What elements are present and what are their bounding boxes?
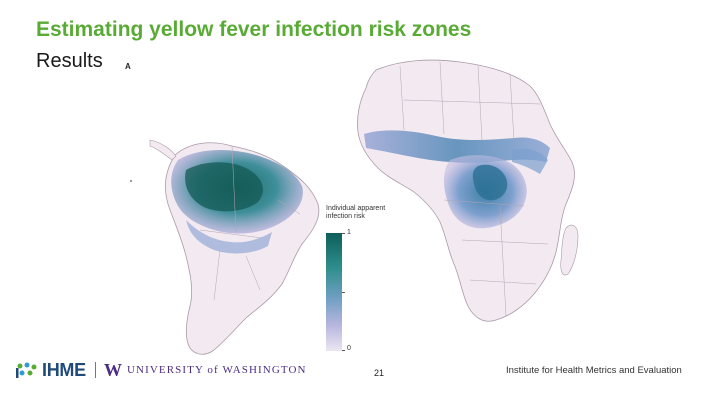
legend-tick-mid: [342, 292, 345, 293]
madagascar-island: [560, 224, 579, 276]
panel-label: A: [125, 62, 131, 71]
institute-name: Institute for Health Metrics and Evaluat…: [506, 365, 682, 376]
risk-legend: Individual apparent infection risk 1 0: [326, 205, 416, 355]
east-africa-risk: [512, 148, 548, 174]
legend-tick-min: [342, 350, 345, 351]
ihme-logo-text: IHME: [42, 360, 86, 380]
ihme-logo-icon: [16, 362, 37, 378]
legend-title-line1: Individual apparent: [326, 205, 386, 212]
uw-logo-text: UNIVERSITY of WASHINGTON: [127, 364, 307, 376]
africa-region: [357, 59, 579, 322]
south-america-borders: [199, 145, 301, 301]
legend-tick-max: [342, 233, 345, 234]
slide-subtitle: Results: [36, 50, 103, 72]
page-number: 21: [374, 368, 385, 378]
legend-title-line2: infection risk: [326, 213, 365, 220]
slide-footer: IHME W UNIVERSITY of WASHINGTON 21 Insti…: [0, 360, 720, 382]
legend-title: Individual apparent infection risk: [326, 205, 416, 221]
congo-core-risk: [472, 164, 508, 201]
slide-title: Estimating yellow fever infection risk z…: [36, 18, 472, 41]
amazon-core-risk: [185, 162, 263, 212]
sahel-risk-band: [364, 130, 550, 163]
legend-color-scale: [326, 233, 342, 351]
footer-divider: [95, 362, 96, 378]
south-america-region: [129, 142, 320, 355]
legend-min-label: 0: [347, 345, 351, 352]
uw-logo-icon: W: [104, 360, 122, 380]
galapagos-islands: [129, 179, 133, 183]
andes-risk-band: [186, 220, 272, 254]
yellow-fever-risk-map: [129, 59, 579, 355]
central-america-landmass: [149, 139, 177, 161]
legend-max-label: 1: [347, 229, 351, 236]
africa-borders: [399, 61, 549, 317]
